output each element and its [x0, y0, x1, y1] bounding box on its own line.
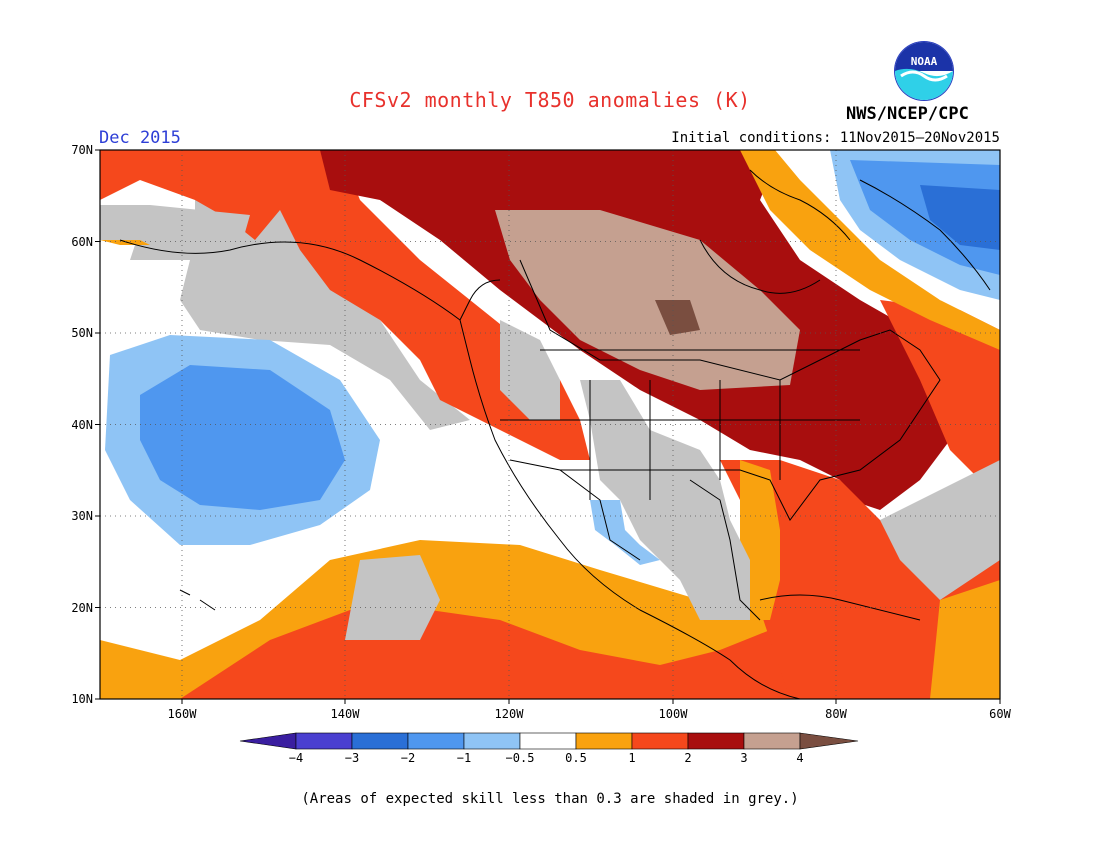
lon-label-120w: 120W: [495, 707, 525, 721]
map-title: CFSv2 monthly T850 anomalies (K): [349, 88, 751, 112]
legend-bin-3: [407, 732, 465, 750]
anomaly-region-pacific-northwest-red: [100, 150, 590, 460]
legend-bin-0: [239, 732, 297, 750]
legend-tick-label: −2: [401, 751, 415, 765]
lon-label-60w: 60W: [989, 707, 1011, 721]
anomaly-region-atlantic-red: [880, 300, 1000, 500]
legend-tick-label: −0.5: [506, 751, 535, 765]
graticule: [100, 150, 1000, 699]
legend-tick-label: 1: [628, 751, 635, 765]
coastlines: [119, 169, 991, 699]
legend-tick-label: 2: [684, 751, 691, 765]
lon-label-80w: 80W: [825, 707, 847, 721]
organization-label: NWS/NCEP/CPC: [846, 104, 969, 124]
lat-label-40n: 40N: [71, 418, 93, 432]
skill-grey-tropical: [345, 555, 440, 640]
svg-text:NOAA: NOAA: [911, 55, 938, 68]
legend-bin-6: [575, 732, 633, 750]
anomaly-region-tropical-red: [180, 610, 800, 699]
anomaly-region-caribbean-orange: [930, 580, 1000, 699]
legend-bin-1: [295, 732, 353, 750]
anomaly-region-mexico-blue: [590, 500, 660, 565]
lat-label-60n: 60N: [71, 235, 93, 249]
anomaly-region-canada-brown: [655, 300, 700, 335]
legend-tick-label: 0.5: [565, 751, 587, 765]
lat-label-20n: 20N: [71, 601, 93, 615]
legend-bin-2: [351, 732, 409, 750]
anomaly-region-canada-tan: [495, 210, 800, 390]
lon-label-160w: 160W: [168, 707, 198, 721]
legend-tick-label: −4: [289, 751, 303, 765]
legend-bin-7: [631, 732, 689, 750]
initial-conditions: Initial conditions: 11Nov2015—20Nov2015: [671, 130, 1000, 146]
skill-grey-southwest: [580, 380, 750, 620]
legend-bin-4: [463, 732, 521, 750]
legend-bin-9: [743, 732, 801, 750]
skill-grey-subtropical-atlantic: [880, 460, 1000, 600]
legend-tick-label: 4: [796, 751, 803, 765]
forecast-month: Dec 2015: [99, 128, 181, 148]
skill-grey-gulf-alaska: [100, 205, 250, 260]
skill-footnote: (Areas of expected skill less than 0.3 a…: [301, 791, 799, 807]
lat-label-10n: 10N: [71, 692, 93, 706]
lon-label-140w: 140W: [331, 707, 361, 721]
legend-tick-label: −3: [345, 751, 359, 765]
anomaly-region-labrador-dark-blue: [920, 185, 1000, 250]
legend-tick-label: −1: [457, 751, 471, 765]
legend-tick-label: 3: [740, 751, 747, 765]
legend-bin-5: [519, 732, 577, 750]
anomaly-region-cold-medium: [140, 365, 345, 510]
legend-bin-10: [799, 732, 859, 750]
lat-label-30n: 30N: [71, 509, 93, 523]
lon-label-100w: 100W: [659, 707, 689, 721]
color-legend: [239, 732, 859, 750]
lat-label-50n: 50N: [71, 326, 93, 340]
legend-bin-8: [687, 732, 745, 750]
noaa-logo-icon: NOAA: [894, 41, 954, 101]
skill-grey-rockies: [500, 320, 560, 420]
lat-label-70n: 70N: [71, 143, 93, 157]
